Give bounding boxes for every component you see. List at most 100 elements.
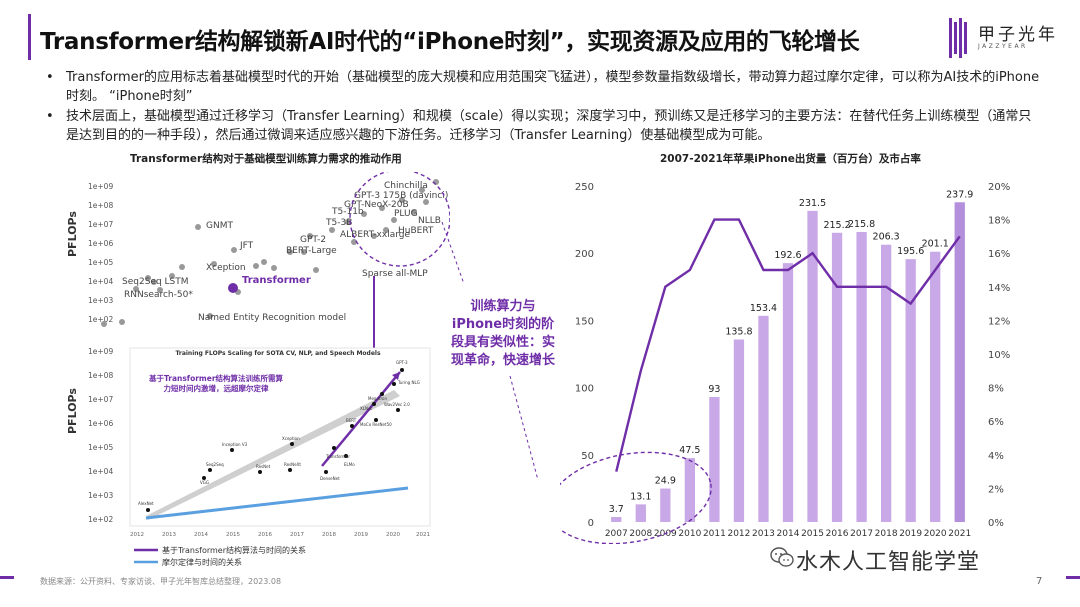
xtick: 2014	[194, 532, 208, 538]
top-ytick: 1e+09	[88, 182, 113, 191]
bottom-ytick: 1e+07	[88, 395, 113, 404]
right-axis-tick: 16%	[988, 249, 1010, 260]
x-axis-label: 2016	[826, 529, 849, 539]
right-axis-tick: 4%	[988, 451, 1004, 462]
top-ytick: 1e+08	[88, 201, 113, 210]
point-label: PLUG	[394, 209, 418, 219]
right-axis-tick: 10%	[988, 350, 1010, 361]
inner-xticks: 2012 2013 2014 2015 2016 2017 2018 2019 …	[130, 532, 430, 538]
bar	[905, 259, 916, 522]
point-label: Chinchilla	[384, 181, 428, 191]
x-axis-label: 2013	[752, 529, 775, 539]
bar-value-label: 215.2	[823, 220, 850, 231]
x-axis-label: 2015	[801, 529, 824, 539]
logo-mark-icon	[949, 18, 967, 58]
bar	[758, 315, 769, 522]
bottom-ytick: 1e+05	[88, 443, 113, 452]
bullet-item: 技术层面上，基础模型通过迁移学习（Transfer Learning）和规模（s…	[44, 107, 1044, 145]
bar-value-label: 153.4	[750, 303, 777, 314]
x-axis-label: 2021	[948, 529, 971, 539]
share-line-group	[615, 218, 961, 472]
xtick: 2018	[322, 532, 336, 538]
left-axis-ticks: 0 50 100 150 200 250	[575, 182, 594, 529]
x-axis-label: 2012	[727, 529, 750, 539]
inner-point-label: Transformer	[325, 454, 350, 459]
page-title: Transformer结构解锁新AI时代的“iPhone时刻”，实现资源及应用的…	[40, 29, 860, 55]
xtick: 2016	[258, 532, 272, 538]
right-axis-ticks: 0% 2% 4% 6% 8% 10% 12% 14% 16% 18% 20%	[988, 182, 1010, 529]
inner-point-label: AlexNet	[138, 501, 154, 506]
bar	[733, 339, 745, 522]
top-ytick: 1e+05	[88, 258, 113, 267]
x-axis-label: 2020	[924, 529, 947, 539]
bottom-ytick: 1e+04	[88, 467, 113, 476]
page-number: 7	[1036, 576, 1043, 587]
transformer-label: Transformer	[242, 275, 311, 286]
inner-point-label: ResNeXt	[284, 462, 301, 467]
inner-point-label: Xception	[282, 436, 300, 441]
top-yticks: 1e+09 1e+08 1e+07 1e+06 1e+05 1e+04 1e+0…	[88, 182, 113, 324]
bar	[880, 244, 892, 523]
inner-annotation: 基于Transformer结构算法训练所需算力短时间内激增，远超摩尔定律	[148, 374, 284, 393]
point-label: HuBERT	[398, 226, 434, 236]
bullet-item: Transformer的应用标志着基础模型时代的开始（基础模型的庞大规模和应用范…	[44, 68, 1044, 106]
point-label: GPT-3 175B (davinci)	[354, 191, 448, 201]
bar-value-label: 47.5	[679, 445, 700, 456]
inner-scatter-points	[146, 368, 404, 512]
inner-point-label: Turing NLG	[397, 380, 420, 385]
wechat-icon	[770, 546, 794, 568]
xtick: 2021	[416, 532, 430, 538]
inner-point-label: ResNet	[256, 464, 271, 469]
bar	[782, 263, 794, 522]
inner-point-label: Wav2Vec 2.0	[384, 402, 410, 407]
bar-value-label: 237.9	[946, 189, 973, 200]
right-axis-tick: 12%	[988, 316, 1010, 327]
logo-name: 甲子光年	[978, 25, 1058, 45]
point-label: Named Entity Recognition model	[198, 313, 346, 323]
inner-point-label: GPT-3	[396, 360, 408, 365]
bar	[831, 232, 843, 523]
bar-value-label: 93	[708, 384, 720, 395]
bottom-ytick: 1e+03	[88, 491, 113, 500]
footer-accent-left	[0, 576, 14, 579]
xtick: 2020	[386, 532, 400, 538]
point-label: ALBERT-xxlarge	[340, 230, 410, 240]
top-scatter-labels: Chinchilla GPT-3 175B (davinci) GPT-NeoX…	[122, 181, 448, 323]
left-axis-tick: 250	[575, 182, 594, 193]
right-axis-tick: 18%	[988, 216, 1010, 227]
source-note: 数据来源：公开资料、专家访谈、甲子光年智库总结整理，2023.08	[40, 577, 282, 586]
legend-moore: 摩尔定律与时间的关系	[162, 557, 242, 567]
inner-point-label: XLNet	[360, 406, 372, 411]
transformer-point	[228, 283, 238, 293]
xtick: 2019	[354, 532, 368, 538]
inner-point-label: BERT	[346, 418, 357, 423]
right-axis-tick: 20%	[988, 182, 1010, 193]
x-axis-label: 2011	[703, 529, 726, 539]
inner-point-labels: GPT-3 Turing NLG Megatron XLNet Wav2Vec …	[138, 360, 420, 506]
legend-transformer: 基于Transformer结构算法与时间的关系	[162, 545, 306, 555]
right-axis-tick: 6%	[988, 417, 1004, 428]
bottom-yticks: 1e+09 1e+08 1e+07 1e+06 1e+05 1e+04 1e+0…	[88, 347, 113, 524]
inner-chart-frame	[129, 347, 431, 527]
bullet-list: Transformer的应用标志着基础模型时代的开始（基础模型的庞大规模和应用范…	[44, 68, 1044, 146]
inner-chart-title: Training FLOPs Scaling for SOTA CV, NLP,…	[175, 350, 381, 357]
point-label: NLLB	[418, 216, 441, 226]
bar-value-label: 192.6	[774, 250, 801, 261]
right-axis-tick: 14%	[988, 283, 1010, 294]
trend-arrowhead	[392, 372, 400, 380]
xtick: 2012	[130, 532, 144, 538]
point-label: JFT	[239, 241, 254, 251]
bottom-ytick: 1e+02	[88, 515, 113, 524]
inner-point-label: Inception V3	[222, 442, 248, 447]
right-chart-caption: 2007-2021年苹果iPhone出货量（百万台）及市占率	[660, 153, 921, 165]
top-ylabel: PFLOPs	[66, 211, 79, 257]
x-axis-label: 2014	[777, 529, 800, 539]
x-axis-label: 2017	[850, 529, 873, 539]
bar-value-label: 24.9	[655, 476, 676, 487]
top-ytick: 1e+07	[88, 220, 113, 229]
moore-law-line	[145, 486, 409, 520]
bar	[954, 202, 965, 523]
top-ytick: 1e+04	[88, 277, 113, 286]
inner-point-label: Megatron	[368, 396, 387, 401]
xtick: 2015	[226, 532, 240, 538]
